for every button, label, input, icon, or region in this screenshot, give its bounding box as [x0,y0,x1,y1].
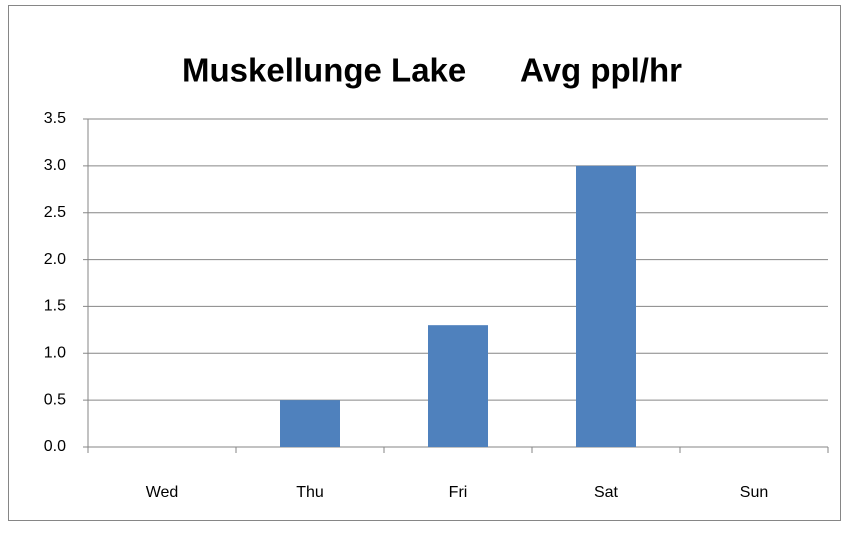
y-tick-label: 3.5 [44,110,66,127]
x-tick-label: Wed [146,484,179,501]
y-tick-label: 1.5 [44,298,66,315]
x-tick-label: Sat [594,484,619,501]
y-tick-label: 3.0 [44,157,66,174]
bar [576,165,636,447]
y-tick-label: 0.5 [44,391,66,408]
x-tick-label: Fri [449,484,468,501]
y-tick-label: 2.5 [44,204,66,221]
chart-title: Muskellunge Lake Avg ppl/hr [182,52,682,89]
chart-border [8,5,841,521]
y-tick-label: 2.0 [44,251,66,268]
bar [428,325,488,447]
y-tick-label: 1.0 [44,345,66,362]
bar [280,400,340,447]
x-tick-label: Thu [296,484,324,501]
x-tick-label: Sun [740,484,768,501]
y-tick-label: 0.0 [44,438,66,455]
